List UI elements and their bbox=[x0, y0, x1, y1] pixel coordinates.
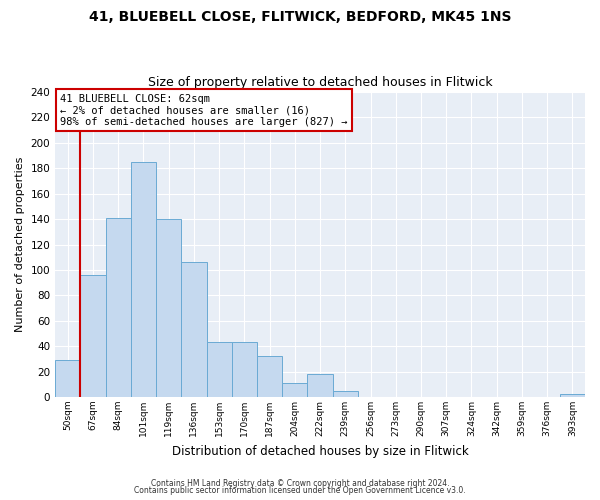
X-axis label: Distribution of detached houses by size in Flitwick: Distribution of detached houses by size … bbox=[172, 444, 469, 458]
Bar bbox=[181, 262, 206, 397]
Text: Contains public sector information licensed under the Open Government Licence v3: Contains public sector information licen… bbox=[134, 486, 466, 495]
Text: Contains HM Land Registry data © Crown copyright and database right 2024.: Contains HM Land Registry data © Crown c… bbox=[151, 478, 449, 488]
Bar bbox=[257, 356, 282, 397]
Bar bbox=[282, 383, 307, 397]
Title: Size of property relative to detached houses in Flitwick: Size of property relative to detached ho… bbox=[148, 76, 493, 90]
Text: 41 BLUEBELL CLOSE: 62sqm
← 2% of detached houses are smaller (16)
98% of semi-de: 41 BLUEBELL CLOSE: 62sqm ← 2% of detache… bbox=[61, 94, 348, 127]
Y-axis label: Number of detached properties: Number of detached properties bbox=[15, 157, 25, 332]
Bar bbox=[55, 360, 80, 397]
Bar bbox=[560, 394, 585, 397]
Bar bbox=[106, 218, 131, 397]
Bar bbox=[307, 374, 332, 397]
Bar bbox=[80, 275, 106, 397]
Bar bbox=[206, 342, 232, 397]
Bar bbox=[131, 162, 156, 397]
Bar bbox=[156, 219, 181, 397]
Bar bbox=[232, 342, 257, 397]
Text: 41, BLUEBELL CLOSE, FLITWICK, BEDFORD, MK45 1NS: 41, BLUEBELL CLOSE, FLITWICK, BEDFORD, M… bbox=[89, 10, 511, 24]
Bar bbox=[332, 390, 358, 397]
